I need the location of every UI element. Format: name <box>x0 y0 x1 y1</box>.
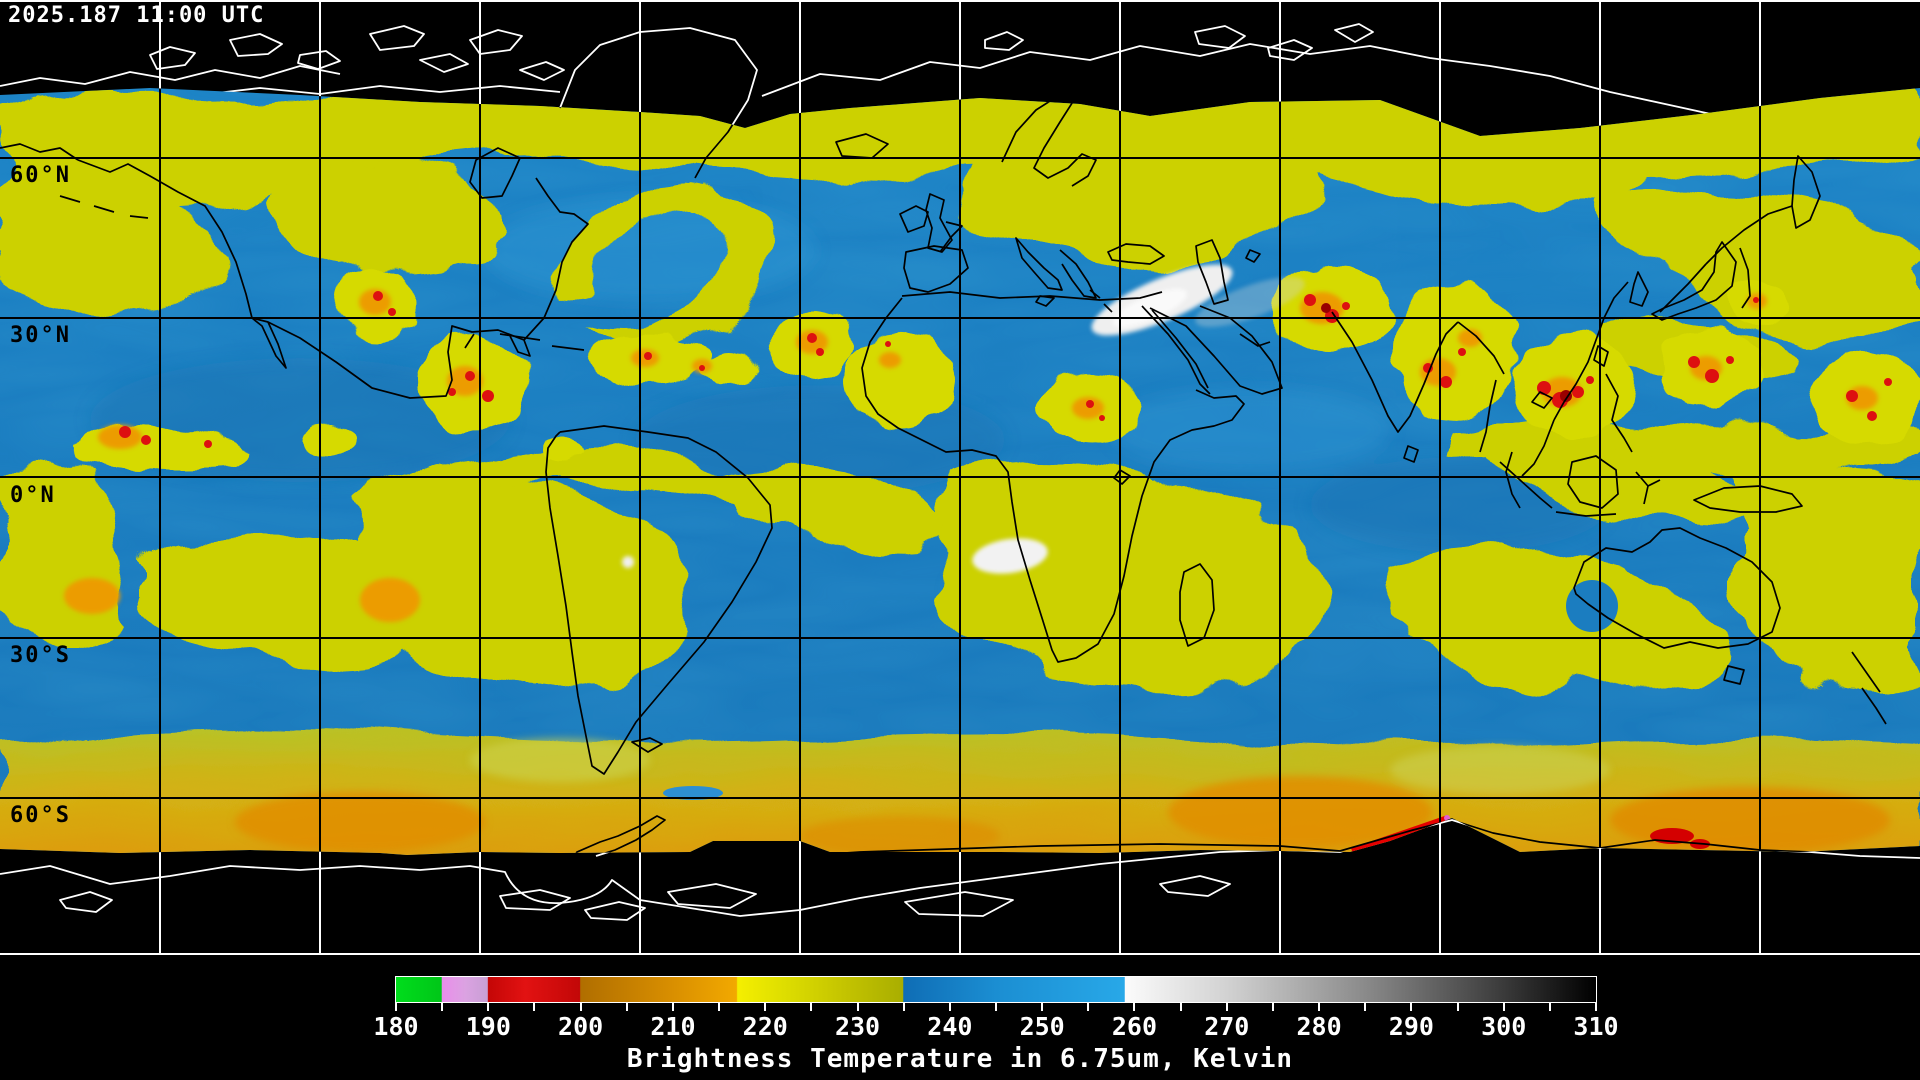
latitude-label-60n: 60°N <box>10 163 71 188</box>
colorbar-tick-255 <box>1087 1002 1090 1011</box>
colorbar-label-280: 280 <box>1296 1012 1342 1041</box>
colorbar-tick-250 <box>1041 1002 1044 1011</box>
colorbar-tick-285 <box>1364 1002 1367 1011</box>
colorbar-label-290: 290 <box>1388 1012 1434 1041</box>
colorbar-tick-200 <box>579 1002 582 1011</box>
colorbar-label-270: 270 <box>1204 1012 1250 1041</box>
colorbar-tick-190 <box>487 1002 490 1011</box>
colorbar-label-200: 200 <box>558 1012 604 1041</box>
latitude-label-30n: 30°N <box>10 323 71 348</box>
antarctic-warm-patches <box>235 738 1890 855</box>
colorbar-tick-310 <box>1595 1002 1597 1011</box>
colorbar-tick-280 <box>1318 1002 1321 1011</box>
colorbar-label-180: 180 <box>373 1012 419 1041</box>
antarctic-blue-inlet <box>663 786 723 800</box>
colorbar-tick-215 <box>718 1002 721 1011</box>
colorbar-tick-185 <box>441 1002 444 1011</box>
brightness-temperature-colorbar <box>395 976 1597 1003</box>
convection-orange-cores <box>64 289 1878 622</box>
latitude-label-30s: 30°S <box>10 643 71 668</box>
colorbar-tick-180 <box>395 1002 397 1011</box>
colorbar-ticks <box>395 1002 1597 1012</box>
latitude-label-0n: 0°N <box>10 483 56 508</box>
colorbar-label-260: 260 <box>1111 1012 1158 1041</box>
colorbar-tick-labels: 180 190 200 210 220 230 240 250 260 270 280 290 300 3… <box>373 1012 1618 1041</box>
colorbar-label-240: 240 <box>927 1012 973 1041</box>
colorbar-tick-270 <box>1225 1002 1228 1011</box>
water-vapor-map-canvas <box>0 0 1920 956</box>
colorbar-tick-245 <box>995 1002 997 1011</box>
colorbar-tick-205 <box>625 1002 628 1011</box>
timestamp-label: 2025.187 11:00 UTC <box>8 3 265 28</box>
colorbar-label-210: 210 <box>650 1012 696 1041</box>
colorbar-tick-230 <box>856 1002 859 1011</box>
colorbar-label-220: 220 <box>742 1012 788 1041</box>
colorbar-tick-220 <box>764 1002 767 1011</box>
colorbar-label-310: 310 <box>1573 1012 1619 1041</box>
colorbar-tick-295 <box>1456 1002 1459 1011</box>
colorbar-tick-275 <box>1271 1002 1274 1011</box>
colorbar-label-190: 190 <box>465 1012 511 1041</box>
colorbar-tick-210 <box>671 1002 674 1011</box>
convection-yellow <box>70 268 1920 471</box>
colorbar-tick-300 <box>1502 1002 1505 1011</box>
colorbar-tick-265 <box>1179 1002 1182 1011</box>
satellite-composite-map <box>0 0 1920 956</box>
graticule-black <box>0 0 1920 956</box>
colorbar-tick-240 <box>948 1002 951 1011</box>
colorbar-label-230: 230 <box>834 1012 881 1041</box>
colorbar-tick-235 <box>902 1002 905 1011</box>
colorbar-tick-305 <box>1548 1002 1551 1011</box>
colorbar-label-250: 250 <box>1019 1012 1065 1041</box>
colorbar-tick-225 <box>810 1002 813 1011</box>
colorbar-label-300: 300 <box>1481 1012 1527 1041</box>
colorbar-title: Brightness Temperature in 6.75um, Kelvin <box>626 1044 1294 1074</box>
colorbar-tick-260 <box>1133 1002 1136 1011</box>
convection-red-specks <box>119 291 1892 448</box>
colorbar-tick-290 <box>1410 1002 1413 1011</box>
colorbar-tick-195 <box>533 1002 536 1011</box>
latitude-label-60s: 60°S <box>10 803 71 828</box>
